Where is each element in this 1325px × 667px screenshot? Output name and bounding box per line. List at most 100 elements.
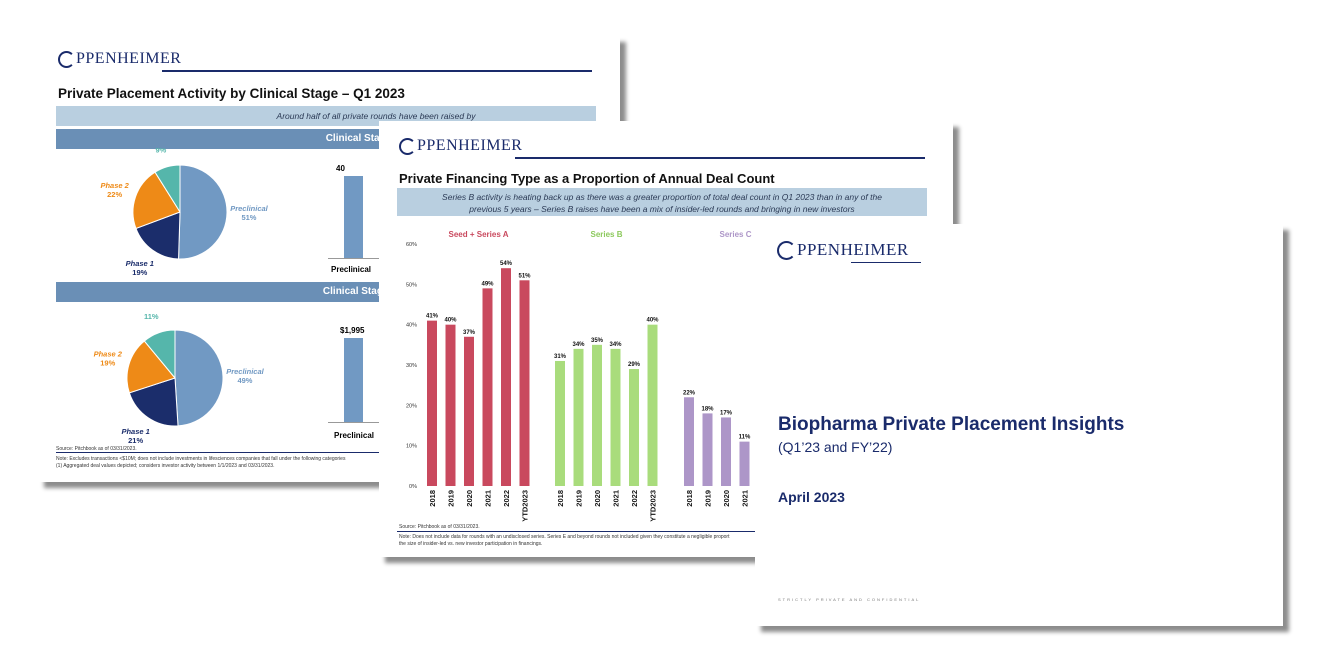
confidential-label: STRICTLY PRIVATE AND CONFIDENTIAL	[778, 597, 921, 602]
bar-seed-series-a-2019	[445, 324, 456, 486]
cover-title: Biopharma Private Placement Insights	[778, 414, 1125, 435]
pie-count-label-phase-1: Phase 1	[126, 259, 154, 268]
pie-count-slice-phase-3	[154, 164, 181, 214]
bar-series-b-2020	[592, 344, 602, 486]
data-label-seed-series-a-2021: 49%	[481, 281, 494, 287]
y-tick-label: 60%	[406, 242, 417, 248]
bar-count-area: 40 Preclinical	[328, 162, 388, 274]
x-tick-label-series-b: YTD2023	[649, 490, 658, 522]
x-tick-label-seed-series-a: 2019	[447, 490, 456, 507]
pie-count-slice-preclinical	[178, 164, 228, 260]
bar-series-b-ytd2023	[647, 324, 658, 486]
bar-count-axis	[328, 258, 388, 259]
y-tick-label: 40%	[406, 323, 417, 329]
logo-text: PPENHEIMER	[797, 240, 909, 259]
pie-count-label-preclinical: Preclinical	[230, 204, 268, 213]
slide-cover: PPENHEIMER Biopharma Private Placement I…	[755, 224, 1283, 626]
x-tick-label-series-b: 2018	[556, 490, 565, 507]
bar-count-category: Preclinical	[331, 265, 372, 274]
x-tick-label-seed-series-a: 2020	[465, 490, 474, 507]
x-tick-label-seed-series-a: YTD2023	[521, 490, 530, 522]
pie-count-slice-phase-2	[132, 171, 181, 230]
pie-count-label-phase-2: Phase 2	[100, 181, 129, 190]
bar-value-axis	[328, 422, 388, 423]
logo-o-icon	[58, 50, 75, 68]
pie-value-slice-phase-3	[143, 329, 176, 380]
logo-o-icon	[399, 137, 416, 155]
banner-line-2: previous 5 years – Series B raises have …	[469, 204, 855, 214]
source-text: Source: Pitchbook as of 03/31/2023.	[56, 446, 137, 452]
pie-value-pct-phase-2: 19%	[100, 358, 115, 367]
bar-series-b-2018	[555, 360, 565, 486]
bar-seed-series-a-2018	[427, 320, 437, 486]
y-tick-label: 30%	[406, 363, 417, 369]
financing-bar-chart: 0% 10% 20% 30% 40% 50% 60% Seed + Series A 41% 20…	[406, 230, 752, 522]
x-tick-label-seed-series-a: 2022	[502, 490, 511, 507]
note-text: Note: Excludes transactions <$10M; does …	[56, 456, 346, 462]
footer-rule	[56, 452, 596, 453]
bar-series-c-2020	[721, 417, 731, 486]
x-tick-label-series-b: 2021	[612, 490, 621, 507]
bar-count-preclinical	[344, 176, 363, 258]
pie-value-pct-phase-1: 21%	[128, 436, 143, 445]
y-tick-label: 10%	[406, 444, 417, 450]
pie-value-pct-preclinical: 49%	[237, 376, 252, 385]
pie-value-label-phase-3: Phase 3	[137, 311, 166, 312]
pie-value-pct-phase-3: 11%	[144, 312, 159, 321]
cover-subtitle: (Q1’23 and FY’22)	[778, 439, 893, 455]
x-tick-label-seed-series-a: 2021	[484, 490, 493, 507]
data-label-series-b-2020: 35%	[591, 338, 604, 344]
pie-count-pct-phase-1: 19%	[132, 268, 147, 277]
x-tick-label-series-c: 2018	[685, 490, 694, 507]
bar-seed-series-a-ytd2023	[519, 280, 530, 486]
data-label-series-c-2019: 18%	[701, 406, 714, 412]
x-tick-label-series-b: 2020	[593, 490, 602, 507]
bar-count-value-label: 40	[336, 164, 345, 173]
pie-value-label-preclinical: Preclinical	[226, 367, 264, 376]
bar-series-c-2019	[702, 413, 713, 486]
x-tick-label-seed-series-a: 2018	[428, 490, 437, 507]
footnote-text: (1) Aggregated deal values depicted; con…	[56, 463, 275, 469]
slide-title: Private Financing Type as a Proportion o…	[399, 171, 775, 186]
oppenheimer-logo: PPENHEIMER	[58, 50, 181, 68]
logo-text: PPENHEIMER	[76, 50, 182, 67]
y-tick-label: 0%	[409, 484, 417, 490]
data-label-series-b-2018: 31%	[554, 354, 567, 360]
pie-value-slice-phase-2	[126, 340, 176, 394]
bar-seed-series-a-2022	[501, 268, 511, 486]
bar-value-value-label: $1,995	[340, 326, 365, 335]
data-label-series-c-2020: 17%	[720, 410, 733, 416]
bar-series-c-2018	[684, 397, 694, 486]
x-tick-label-series-c: 2019	[704, 490, 713, 507]
note-line-2: the size of insider-led vs. new investor…	[399, 541, 543, 547]
x-tick-label-series-c: 2021	[741, 490, 750, 507]
note-line-1: Note: Does not include data for rounds w…	[399, 534, 730, 540]
data-label-seed-series-a-2020: 37%	[463, 330, 476, 336]
data-label-series-b-2021: 34%	[609, 342, 622, 348]
logo-o-icon	[777, 240, 796, 260]
data-label-seed-series-a-2019: 40%	[444, 318, 457, 324]
data-label-series-c-2021: 11%	[739, 435, 751, 441]
data-label-series-c-2018: 22%	[683, 390, 696, 396]
key-takeaway-banner: Series B activity is heating back up as …	[397, 188, 927, 216]
oppenheimer-logo: PPENHEIMER	[777, 240, 909, 260]
pie-value-label-phase-2: Phase 2	[94, 349, 123, 358]
bar-series-b-2019	[573, 348, 584, 486]
oppenheimer-logo: PPENHEIMER	[399, 137, 522, 155]
pie-value-label-phase-1: Phase 1	[121, 427, 149, 436]
series-header-series-c: Series C	[719, 230, 751, 239]
header-rule	[162, 70, 592, 72]
logo-text: PPENHEIMER	[417, 137, 523, 154]
data-label-seed-series-a-2022: 54%	[500, 261, 513, 267]
series-header-seed-series-a: Seed + Series A	[449, 230, 509, 239]
pie-count-slice-phase-1	[135, 211, 181, 260]
y-tick-label: 20%	[406, 403, 417, 409]
bar-seed-series-a-2020	[464, 336, 474, 486]
series-header-series-b: Series B	[590, 230, 622, 239]
cover-date: April 2023	[778, 489, 845, 505]
y-tick-label: 50%	[406, 282, 417, 288]
banner-line-1: Series B activity is heating back up as …	[442, 192, 882, 202]
data-label-seed-series-a-ytd2023: 51%	[518, 273, 531, 279]
